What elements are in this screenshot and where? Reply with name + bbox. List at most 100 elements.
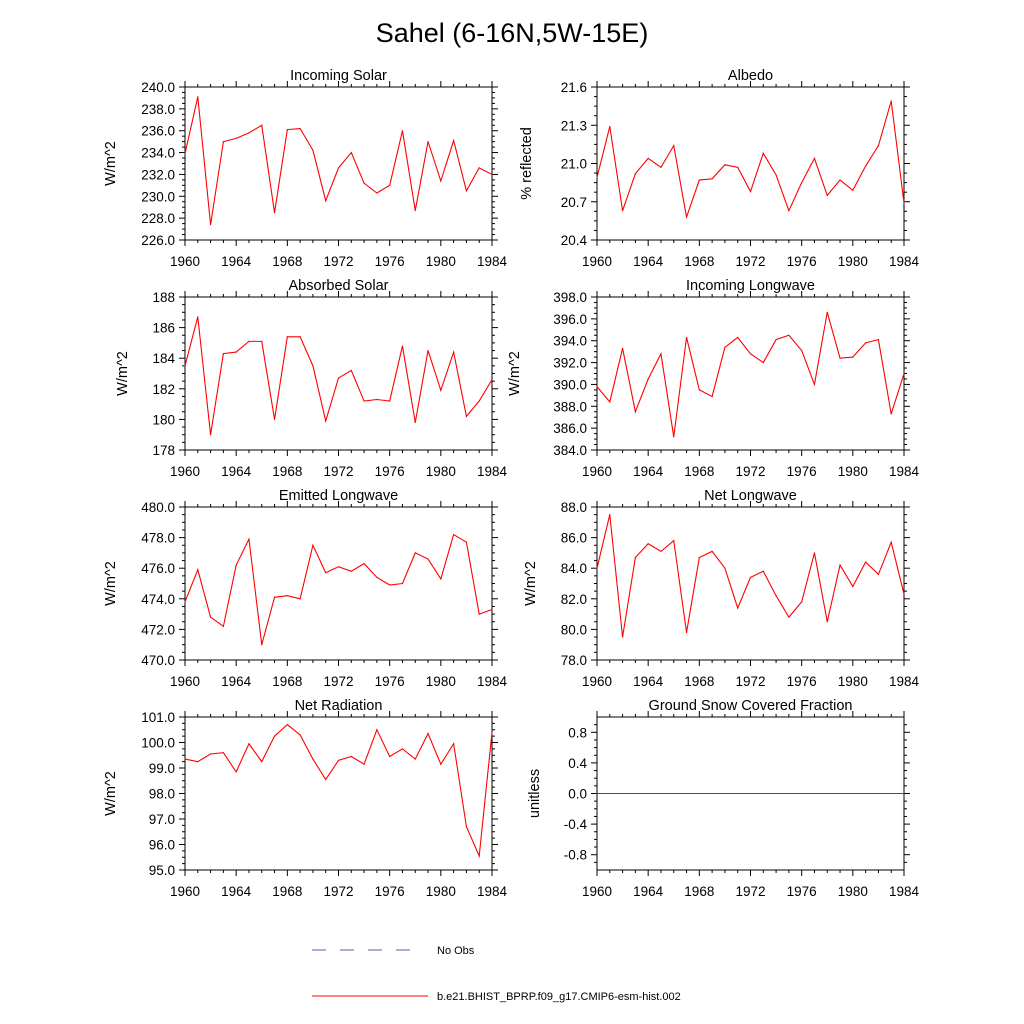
y-tick-label: 474.0 bbox=[141, 592, 175, 607]
y-tick-label: 20.4 bbox=[561, 233, 588, 248]
panel-title: Absorbed Solar bbox=[289, 278, 389, 294]
data-point bbox=[762, 570, 764, 572]
y-tick-label: 80.0 bbox=[561, 622, 587, 637]
data-point bbox=[209, 616, 212, 618]
x-tick-label: 1984 bbox=[889, 884, 920, 899]
y-tick-label: 21.0 bbox=[561, 157, 587, 172]
panel-1: Incoming Solar 226.0 228.0 230.0 232.0 234.0 2… bbox=[103, 68, 508, 269]
data-point bbox=[685, 336, 688, 339]
data-point bbox=[440, 180, 442, 182]
data-point bbox=[491, 731, 493, 733]
data-point bbox=[440, 578, 442, 580]
data-point bbox=[286, 336, 288, 338]
panel-8: Ground Snow Covered Fraction -0.8 -0.4 0.0 0… bbox=[527, 698, 920, 899]
y-tick-label: 101.0 bbox=[141, 710, 175, 725]
data-point bbox=[376, 192, 378, 194]
data-point bbox=[788, 334, 790, 336]
x-tick-label: 1968 bbox=[684, 464, 714, 479]
data-point bbox=[647, 378, 649, 380]
x-tick-label: 1980 bbox=[426, 254, 456, 269]
data-point bbox=[376, 398, 378, 401]
legend-obs-label: No Obs bbox=[437, 945, 475, 957]
data-point bbox=[775, 792, 777, 795]
y-axis-label: W/m^2 bbox=[103, 561, 119, 606]
x-tick-label: 1984 bbox=[477, 464, 508, 479]
data-point bbox=[184, 601, 186, 603]
data-point bbox=[749, 792, 752, 795]
data-point bbox=[401, 582, 404, 585]
data-point bbox=[427, 732, 429, 735]
panel-5: Emitted Longwave 470.0 472.0 474.0 476.0 478.… bbox=[103, 488, 508, 689]
series-line bbox=[596, 312, 905, 437]
data-point bbox=[890, 413, 892, 415]
x-tick-label: 1968 bbox=[272, 464, 302, 479]
data-point bbox=[839, 564, 841, 566]
y-tick-label: 384.0 bbox=[553, 443, 587, 458]
data-point bbox=[350, 151, 352, 154]
data-point bbox=[660, 550, 662, 552]
data-point bbox=[286, 129, 288, 131]
data-point bbox=[312, 365, 314, 367]
data-point bbox=[801, 601, 803, 603]
x-tick-label: 1960 bbox=[170, 674, 200, 689]
data-point bbox=[609, 401, 611, 403]
y-tick-label: 238.0 bbox=[141, 102, 175, 117]
y-tick-label: 78.0 bbox=[561, 653, 587, 668]
data-point bbox=[801, 182, 803, 184]
data-point bbox=[325, 778, 327, 781]
data-point bbox=[775, 174, 777, 176]
data-point bbox=[839, 357, 841, 359]
data-point bbox=[222, 353, 224, 355]
y-tick-label: -0.4 bbox=[564, 817, 588, 832]
data-point bbox=[609, 514, 611, 516]
y-tick-label: 188 bbox=[152, 290, 175, 305]
data-point bbox=[621, 636, 624, 638]
x-tick-label: 1960 bbox=[582, 464, 612, 479]
data-point bbox=[903, 593, 905, 595]
y-axis-label: W/m^2 bbox=[523, 561, 539, 606]
x-tick-label: 1976 bbox=[787, 674, 817, 689]
series-line bbox=[596, 514, 905, 638]
x-tick-label: 1976 bbox=[375, 884, 405, 899]
x-tick-label: 1972 bbox=[735, 674, 765, 689]
data-point bbox=[826, 792, 828, 795]
series-line bbox=[596, 100, 905, 220]
data-point bbox=[775, 595, 777, 597]
data-point bbox=[363, 400, 365, 402]
x-tick-label: 1964 bbox=[221, 884, 252, 899]
data-point bbox=[325, 420, 327, 422]
y-tick-label: 95.0 bbox=[149, 863, 175, 878]
plot-frame bbox=[596, 86, 905, 241]
x-tick-label: 1980 bbox=[426, 884, 456, 899]
data-point bbox=[596, 176, 598, 179]
data-point bbox=[427, 141, 429, 143]
plot-frame bbox=[184, 716, 493, 871]
y-tick-label: 84.0 bbox=[561, 561, 587, 576]
data-point bbox=[235, 351, 237, 353]
x-tick-label: 1968 bbox=[684, 674, 714, 689]
data-point bbox=[762, 152, 764, 154]
data-point bbox=[299, 734, 301, 736]
data-point bbox=[737, 607, 739, 609]
x-tick-label: 1972 bbox=[323, 674, 353, 689]
y-tick-label: -0.8 bbox=[564, 848, 587, 863]
data-point bbox=[673, 540, 675, 542]
x-tick-label: 1960 bbox=[170, 884, 200, 899]
data-point bbox=[312, 149, 314, 151]
y-tick-label: 180 bbox=[152, 412, 175, 427]
y-tick-label: 100.0 bbox=[141, 736, 175, 751]
data-point bbox=[596, 386, 598, 388]
y-tick-label: 99.0 bbox=[149, 761, 175, 776]
y-tick-label: 178 bbox=[152, 443, 175, 458]
data-point bbox=[660, 353, 662, 355]
y-tick-label: 232.0 bbox=[141, 167, 175, 182]
x-tick-label: 1980 bbox=[838, 674, 868, 689]
data-point bbox=[788, 792, 790, 795]
data-point bbox=[813, 792, 816, 795]
y-tick-label: 86.0 bbox=[561, 531, 587, 546]
series-line bbox=[184, 723, 493, 859]
x-tick-label: 1972 bbox=[735, 464, 765, 479]
panel-7: Net Radiation 95.0 96.0 97.0 98.0 99.0 100.0 10… bbox=[103, 698, 508, 899]
data-point bbox=[621, 210, 624, 212]
panel-3: Absorbed Solar 178 180 182 184 186 188 1960 1964… bbox=[115, 278, 508, 479]
